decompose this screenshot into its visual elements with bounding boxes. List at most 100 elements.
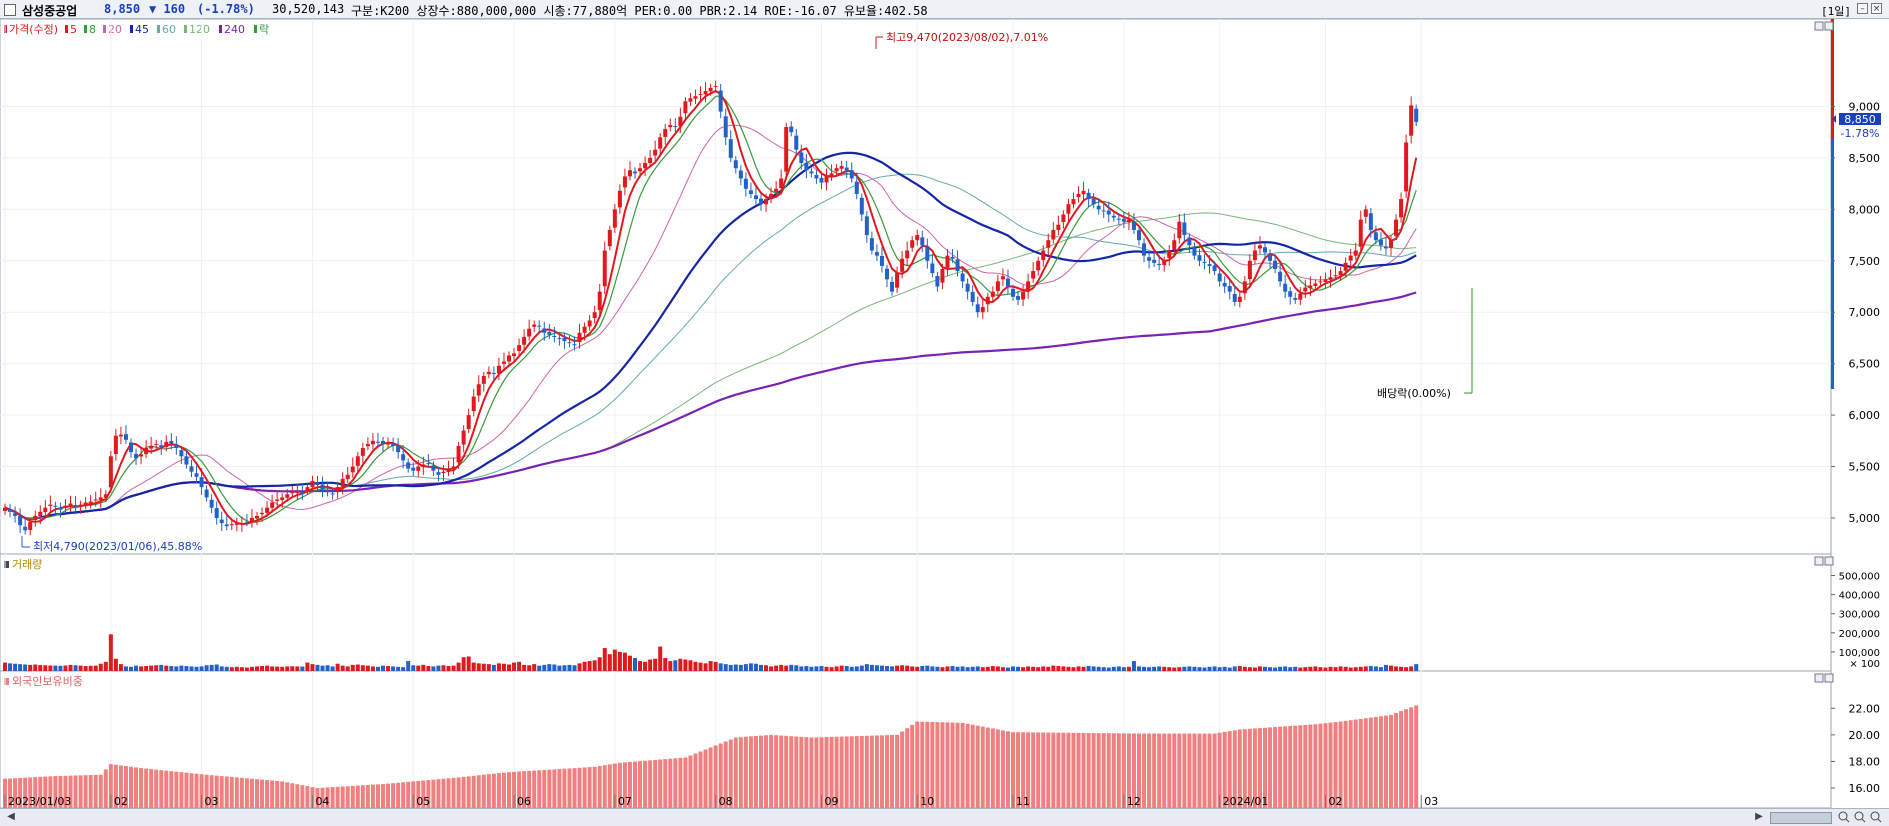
candle-226 [1142, 243, 1147, 256]
volume-bar-226 [1142, 666, 1147, 671]
foreign-panel-max-icon[interactable] [1814, 673, 1824, 683]
price-tick-label-6: 6,000 [1849, 409, 1881, 422]
candle-150 [759, 198, 763, 205]
foreign-bar-64 [325, 787, 330, 808]
candle-178 [900, 258, 905, 272]
foreign-bar-260 [1313, 724, 1318, 808]
volume-bar-270 [1363, 666, 1368, 671]
legend-item-7: 240 [224, 23, 245, 36]
volume-bar-228 [1152, 666, 1157, 671]
candle-49 [249, 517, 254, 523]
foreign-bar-100 [507, 772, 511, 808]
x-tick-label-10: 11 [1016, 795, 1030, 808]
candle-233 [1177, 221, 1182, 239]
volume-bar-73 [370, 666, 375, 671]
foreign-bar-175 [885, 735, 889, 808]
volume-bar-240 [1212, 666, 1217, 671]
volume-bar-89 [451, 665, 456, 671]
volume-bar-38 [194, 666, 199, 671]
candle-278 [1404, 142, 1409, 192]
candle-258 [1303, 287, 1308, 292]
foreign-bar-54 [275, 780, 280, 808]
volume-bar-202 [1021, 667, 1026, 671]
select-checkbox[interactable] [4, 4, 16, 16]
volume-bar-266 [1343, 666, 1348, 671]
scroll-thumb[interactable] [1770, 812, 1832, 824]
volume-bar-117 [592, 660, 597, 671]
volume-bar-237 [1197, 667, 1202, 671]
candle-201 [1016, 296, 1021, 300]
volume-bar-18 [93, 665, 98, 671]
foreign-panel-close-icon[interactable] [1824, 673, 1834, 683]
foreign-bar-144 [728, 739, 733, 808]
foreign-bar-147 [743, 736, 748, 808]
scroll-left-icon[interactable]: ◀ [7, 811, 15, 822]
volume-bar-42 [214, 664, 219, 671]
volume-bar-211 [1066, 666, 1071, 671]
volume-bar-2 [13, 663, 18, 671]
foreign-bar-76 [386, 783, 391, 808]
candle-260 [1313, 283, 1318, 286]
period-selector[interactable]: [1일] [1821, 5, 1851, 18]
volume-bar-78 [396, 666, 401, 671]
foreign-bar-159 [804, 737, 809, 808]
minimize-icon[interactable]: – [1857, 3, 1868, 14]
volume-bar-43 [219, 666, 224, 671]
foreign-bar-55 [280, 781, 285, 808]
foreign-bar-21 [108, 764, 113, 808]
panel-close-icon[interactable] [1824, 21, 1834, 31]
x-tick-label-4: 05 [416, 795, 430, 808]
volume-bar-128 [648, 659, 653, 671]
foreign-bar-113 [572, 768, 577, 808]
price-tick-label-8: 5,000 [1849, 512, 1881, 525]
candle-277 [1399, 199, 1404, 218]
candle-180 [910, 240, 915, 248]
foreign-title: 외국인보유비중 [12, 675, 83, 688]
candle-210 [1061, 214, 1066, 222]
volume-bar-75 [381, 665, 385, 671]
volume-bar-49 [249, 666, 254, 671]
panel-max-icon[interactable] [1814, 21, 1824, 31]
foreign-bar-124 [627, 761, 632, 808]
volume-bar-37 [189, 666, 194, 671]
volume-panel-close-icon[interactable] [1824, 556, 1834, 566]
scroll-right-icon[interactable]: ▶ [1755, 811, 1763, 822]
range-strip-down [1831, 139, 1834, 389]
candle-279 [1409, 105, 1414, 136]
foreign-bar-237 [1197, 733, 1202, 808]
volume-bar-4 [23, 664, 28, 671]
foreign-bar-150 [759, 735, 763, 808]
volume-bar-17 [88, 665, 93, 671]
vol-tick-label-3: 200,000 [1839, 629, 1880, 640]
volume-bar-255 [1288, 667, 1293, 671]
volume-panel-max-icon[interactable] [1814, 556, 1824, 566]
foreign-bar-142 [718, 743, 723, 808]
volume-bar-126 [638, 661, 643, 671]
foreign-bar-152 [769, 734, 774, 808]
foreign-tick-label-1: 20.00 [1849, 729, 1881, 742]
volume-bar-106 [537, 665, 542, 671]
bottom-scrollbar[interactable]: ◀ ▶ [0, 808, 1889, 826]
close-icon[interactable]: × [1871, 3, 1882, 14]
candle-228 [1152, 259, 1157, 263]
candle-97 [491, 373, 496, 375]
volume-bar-59 [300, 666, 305, 671]
volume-bar-233 [1177, 667, 1182, 671]
foreign-bar-155 [784, 735, 789, 808]
foreign-bar-74 [375, 784, 380, 808]
candle-28 [144, 448, 149, 455]
candle-215 [1086, 192, 1091, 200]
zoom-out-icon[interactable] [1838, 811, 1850, 823]
foreign-bar-118 [597, 765, 602, 808]
zoom-reset-icon[interactable] [1854, 811, 1866, 823]
foreign-bar-278 [1404, 709, 1409, 808]
candle-0 [3, 507, 7, 511]
stock-chart[interactable]: 가격(수정) 5 8 20 45 60 120 240 락 거래량 외국인보유비중 9,0008… [0, 19, 1889, 808]
candle-88 [446, 468, 451, 473]
volume-bar-96 [486, 664, 491, 671]
y-axis-area [1831, 19, 1889, 808]
zoom-in-icon[interactable] [1870, 811, 1882, 823]
volume-bar-206 [1041, 666, 1046, 671]
candle-6 [33, 515, 38, 520]
foreign-bar-94 [476, 775, 481, 808]
